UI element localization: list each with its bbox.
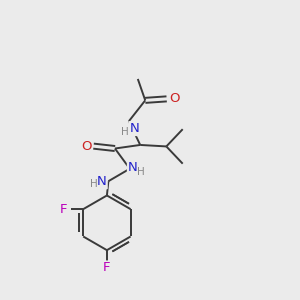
Text: N: N	[97, 175, 107, 188]
Text: N: N	[128, 161, 138, 174]
Text: F: F	[103, 262, 111, 275]
Text: H: H	[121, 127, 128, 136]
Text: F: F	[60, 202, 68, 216]
Text: H: H	[137, 167, 145, 177]
Text: O: O	[169, 92, 179, 105]
Text: N: N	[129, 122, 139, 135]
Text: O: O	[81, 140, 91, 153]
Text: H: H	[90, 179, 98, 189]
